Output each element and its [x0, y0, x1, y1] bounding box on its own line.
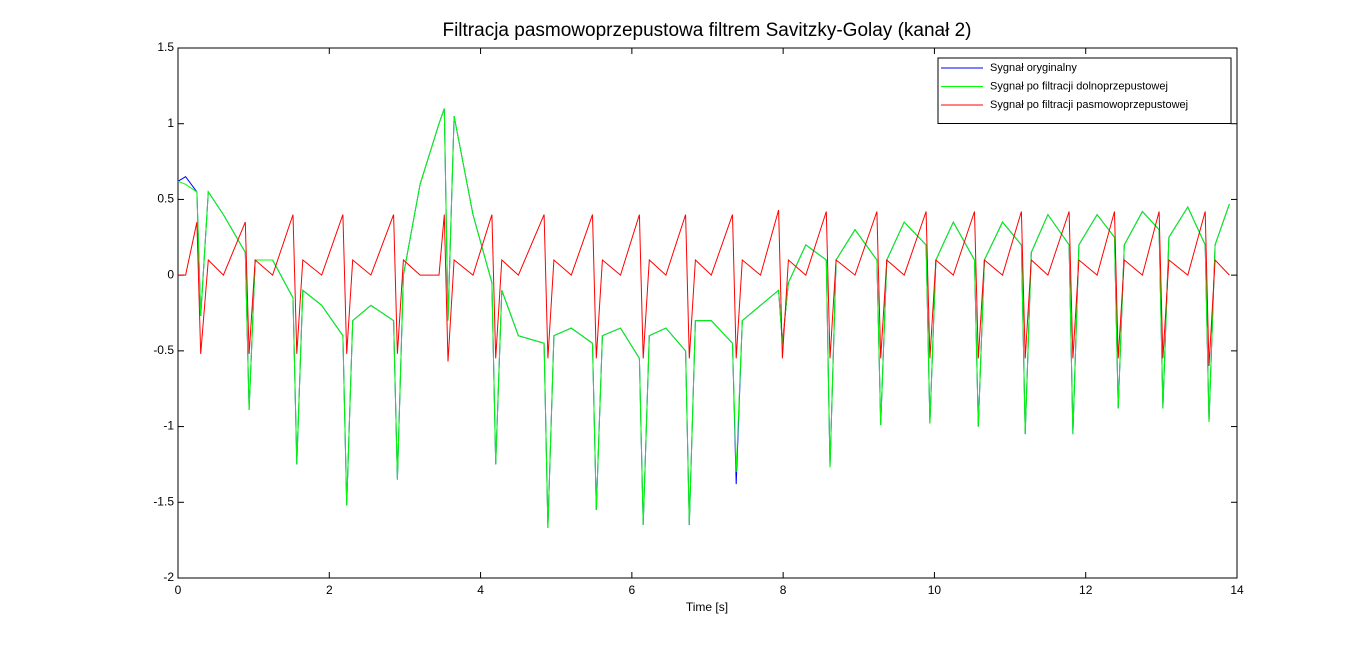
plot-area — [177, 47, 1238, 579]
y-tick-label: -1 — [163, 419, 174, 433]
y-tick-label: 1 — [167, 116, 174, 130]
y-tick-label: -0.5 — [153, 343, 174, 357]
x-tick-label: 0 — [175, 583, 182, 597]
x-tick-label: 12 — [1079, 583, 1093, 597]
y-tick-label: 0.5 — [157, 192, 174, 206]
y-tick-label: -1.5 — [153, 494, 174, 508]
x-tick-label: 8 — [780, 583, 787, 597]
series-line — [178, 209, 1230, 367]
x-tick-label: 6 — [629, 583, 636, 597]
y-tick-label: 1.5 — [157, 40, 174, 54]
x-tick-label: 10 — [928, 583, 942, 597]
legend-box — [937, 57, 1232, 124]
x-tick-label: 2 — [326, 583, 333, 597]
x-axis-label: Time [s] — [686, 600, 728, 614]
y-tick-label: 0 — [167, 267, 174, 281]
legend-text: Sygnał po filtracji pasmowoprzepustowej — [990, 99, 1188, 111]
x-tick-label: 4 — [477, 583, 484, 597]
series-line — [177, 108, 1230, 529]
y-tick-label: -2 — [163, 570, 174, 584]
x-tick-label: 14 — [1230, 583, 1244, 597]
legend-text: Sygnał po filtracji dolnoprzepustowej — [990, 80, 1168, 92]
chart-title: Filtracja pasmowoprzepustowa filtrem Sav… — [442, 20, 971, 41]
legend: Sygnał oryginalny Sygnał po filtracji dol… — [937, 57, 1232, 124]
legend-text: Sygnał oryginalny — [990, 62, 1077, 74]
